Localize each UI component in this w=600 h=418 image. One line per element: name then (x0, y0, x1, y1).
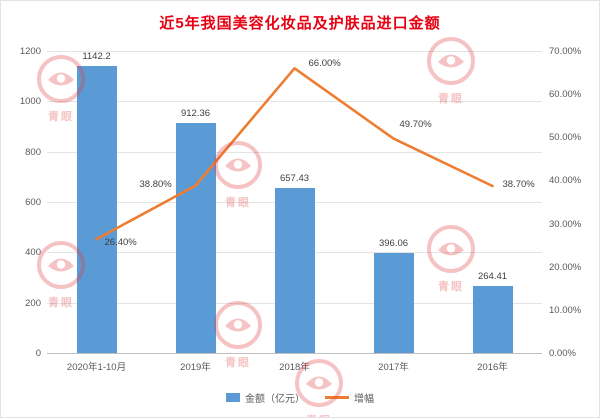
bar-value-label: 657.43 (279, 172, 310, 184)
gridline (47, 151, 542, 153)
y-axis-right-tick: 60.00% (549, 89, 582, 101)
x-axis-category: 2017年 (378, 362, 409, 373)
y-axis-right-tick: 70.00% (549, 46, 582, 57)
legend-item-growth: 增幅 (325, 390, 374, 405)
chart-title: 近5年我国美容化妆品及护肤品进口金额 (159, 15, 441, 32)
y-axis-right-tick: 0.00% (549, 348, 576, 359)
line-value-label: 38.70% (502, 179, 535, 191)
legend-label-growth: 增幅 (354, 394, 374, 405)
line-value-label: 49.70% (399, 118, 432, 130)
x-axis-category: 2019年 (180, 362, 211, 373)
bar-value-label: 912.36 (180, 108, 211, 120)
y-axis-right-tick: 40.00% (549, 175, 582, 187)
line-series-swatch (325, 396, 349, 399)
gridline (47, 51, 542, 52)
y-axis-left-tick: 400 (25, 247, 41, 259)
y-axis-left-tick: 800 (25, 146, 41, 158)
bar (373, 253, 414, 353)
y-axis-left-tick: 200 (25, 297, 41, 309)
legend: 金额（亿元） 增幅 (1, 390, 599, 405)
bar (274, 187, 315, 353)
bar-value-label: 264.41 (477, 271, 508, 283)
y-axis-left-tick: 1200 (19, 46, 41, 57)
bar (472, 286, 513, 353)
line-value-label: 26.40% (104, 237, 137, 249)
x-axis-category: 2018年 (279, 362, 310, 373)
bar (76, 65, 117, 353)
x-axis-category: 2016年 (477, 362, 508, 373)
growth-rate-line (95, 66, 494, 241)
gridline (47, 101, 542, 103)
y-axis-right-tick: 30.00% (549, 218, 582, 230)
y-axis-left-tick: 600 (25, 197, 41, 208)
y-axis-left-tick: 1000 (19, 96, 41, 108)
y-axis-right-tick: 20.00% (549, 261, 582, 273)
bar-series-swatch (226, 393, 240, 402)
growth-rate-polyline (95, 66, 494, 241)
legend-label-amount: 金额（亿元） (245, 394, 305, 405)
x-axis-category: 2020年1-10月 (66, 362, 127, 373)
line-value-label: 38.80% (139, 178, 172, 190)
y-axis-left-tick: 0 (35, 348, 41, 359)
legend-item-amount: 金额（亿元） (226, 390, 305, 405)
x-axis-line (47, 353, 542, 354)
bar-value-label: 1142.2 (82, 50, 111, 62)
y-axis-right-tick: 50.00% (549, 132, 582, 144)
bar-value-label: 396.06 (378, 238, 409, 250)
bar (175, 123, 216, 353)
line-value-label: 66.00% (308, 58, 341, 70)
y-axis-right-tick: 10.00% (549, 304, 582, 316)
